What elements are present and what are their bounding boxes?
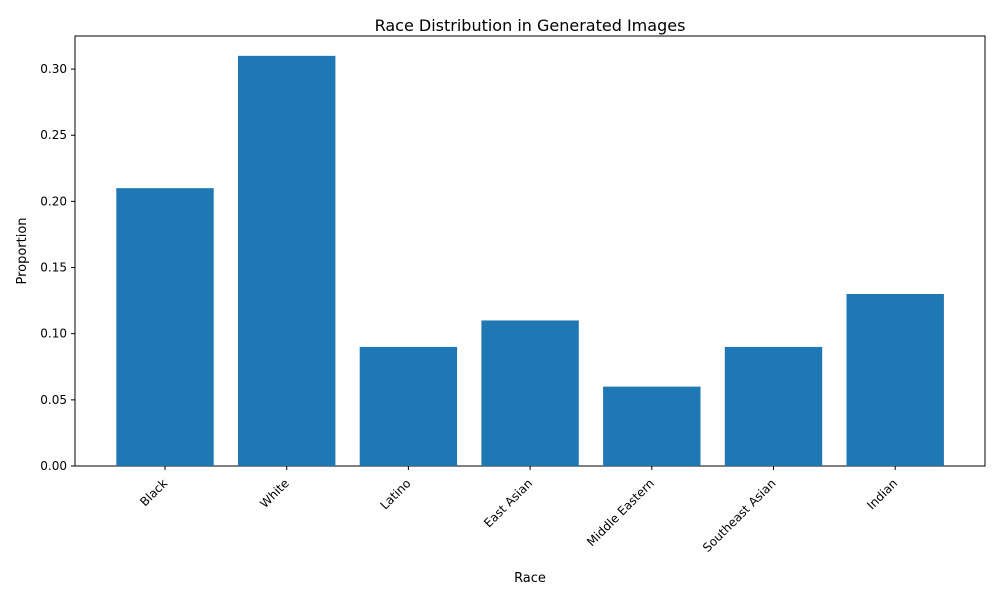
x-tick-label: Black xyxy=(137,476,170,509)
bar-latino xyxy=(359,346,458,466)
x-tick-label: White xyxy=(257,476,292,511)
y-axis: 0.00 0.05 0.10 0.15 0.20 0.25 0.30 xyxy=(40,62,75,473)
plot-area: 0.00 0.05 0.10 0.15 0.20 0.25 0.30 Black White L… xyxy=(40,35,986,555)
bar-white xyxy=(238,55,336,466)
bar-southeast-asian xyxy=(724,346,823,466)
y-tick-label: 0.05 xyxy=(40,393,67,407)
y-tick-label: 0.00 xyxy=(40,459,67,473)
x-axis: Black White Latino East Asian Middle Eastern… xyxy=(137,466,900,555)
y-tick-label: 0.30 xyxy=(40,62,67,76)
bar-east-asian xyxy=(481,320,579,466)
bar-black xyxy=(116,188,214,466)
x-axis-label: Race xyxy=(514,571,546,586)
y-axis-label: Proportion xyxy=(15,217,30,284)
bar-middle-eastern xyxy=(603,386,701,466)
bars-group xyxy=(116,55,944,466)
x-tick-label: Southeast Asian xyxy=(700,476,779,555)
x-tick-label: Latino xyxy=(377,476,413,512)
y-tick-label: 0.15 xyxy=(40,261,67,275)
x-tick-label: Middle Eastern xyxy=(584,476,657,549)
x-tick-label: East Asian xyxy=(481,476,535,530)
bar-indian xyxy=(846,294,944,466)
y-tick-label: 0.25 xyxy=(40,128,67,142)
x-tick-label: Indian xyxy=(864,476,900,512)
chart-title: Race Distribution in Generated Images xyxy=(375,16,686,35)
y-tick-label: 0.20 xyxy=(40,194,67,208)
y-tick-label: 0.10 xyxy=(40,327,67,341)
